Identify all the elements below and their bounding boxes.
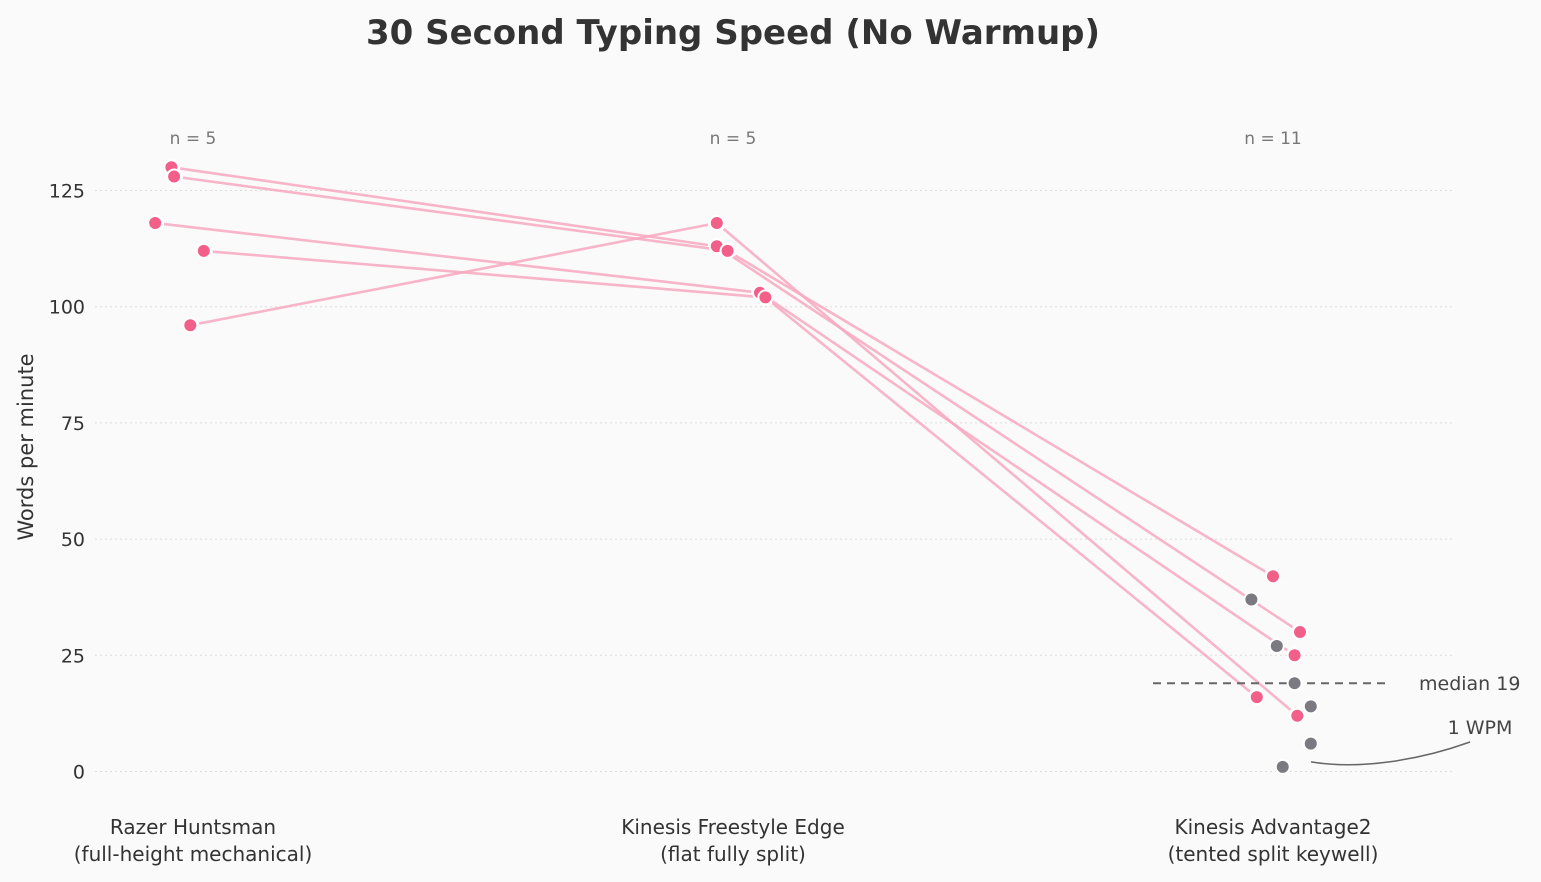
paired-point	[166, 168, 183, 185]
y-tick-label: 0	[73, 762, 85, 784]
paired-line-segment	[723, 250, 1294, 629]
paired-line-segment	[163, 222, 752, 294]
category-label: Kinesis Advantage2	[1174, 815, 1371, 839]
sample-size-labels: n = 5 n = 5 n = 11	[170, 129, 1302, 149]
median-marker: median 19	[1153, 673, 1520, 695]
paired-point	[1248, 689, 1265, 706]
paired-point	[195, 242, 212, 259]
paired-point	[1265, 568, 1281, 585]
paired-line-segment	[734, 254, 1266, 573]
paired-point	[1286, 647, 1303, 664]
paired-point	[182, 317, 199, 334]
paired-line-segment	[182, 176, 719, 252]
paired-point	[1289, 707, 1306, 724]
paired-line-segment	[198, 223, 709, 325]
y-tick-label: 100	[49, 297, 85, 319]
annotation-label: 1 WPM	[1448, 717, 1513, 739]
y-tick-label: 75	[61, 413, 85, 435]
unpaired-point	[1302, 698, 1319, 715]
unpaired-point	[1302, 735, 1319, 752]
y-tick-label: 25	[61, 645, 85, 667]
category-labels: Razer Huntsman (full-height mechanical) Ki…	[74, 815, 1379, 866]
paired-point	[757, 289, 774, 306]
unpaired-point	[1268, 638, 1285, 655]
sample-size-label: n = 11	[1244, 129, 1301, 149]
paired-line-segment	[722, 227, 1292, 711]
chart-title: 30 Second Typing Speed (No Warmup)	[366, 13, 1100, 53]
data-points	[147, 159, 1319, 775]
median-label: median 19	[1419, 673, 1520, 695]
paired-point	[708, 215, 725, 232]
y-tick-label: 50	[61, 529, 85, 551]
unpaired-point	[1286, 675, 1303, 692]
paired-line-segment	[766, 296, 1288, 652]
sample-size-label: n = 5	[170, 129, 217, 149]
paired-line-segment	[212, 250, 757, 298]
category-label: Razer Huntsman	[110, 815, 276, 839]
paired-lines	[163, 167, 1294, 711]
y-axis-ticks: 0 25 50 75 100 125	[49, 181, 85, 784]
category-label: Kinesis Freestyle Edge	[621, 815, 845, 839]
paired-line-segment	[180, 167, 709, 247]
gridlines	[95, 190, 1455, 772]
sample-size-label: n = 5	[710, 129, 757, 149]
y-tick-label: 125	[49, 181, 85, 203]
category-sublabel: (full-height mechanical)	[74, 842, 313, 866]
annotation: 1 WPM	[1310, 717, 1513, 766]
category-sublabel: (flat fully split)	[660, 842, 806, 866]
unpaired-point	[1243, 591, 1260, 608]
category-sublabel: (tented split keywell)	[1168, 842, 1379, 866]
unpaired-point	[1274, 758, 1291, 775]
annotation-arrow	[1310, 741, 1471, 766]
y-axis-label: Words per minute	[14, 353, 38, 540]
paired-line-segment	[771, 302, 1251, 693]
paired-point	[719, 242, 736, 259]
paired-point	[1292, 624, 1308, 641]
paired-point	[147, 215, 164, 232]
